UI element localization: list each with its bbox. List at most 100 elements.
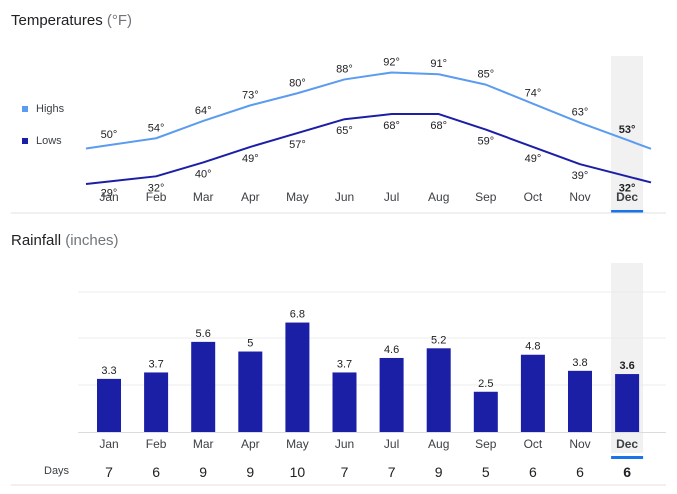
rainfall-month-tick[interactable]: Mar: [193, 437, 214, 451]
temperature-highs-label: 63°: [572, 107, 589, 119]
rainy-days-value: 5: [482, 464, 490, 480]
rainfall-month-tick[interactable]: Apr: [241, 437, 260, 451]
rainfall-bar[interactable]: [520, 354, 545, 432]
rainfall-month-tick[interactable]: Nov: [569, 437, 590, 451]
rainfall-value-label: 3.7: [337, 358, 352, 370]
legend-lows: Lows: [22, 135, 62, 147]
temperature-highs-label: 74°: [525, 88, 542, 100]
rainfall-value-label: 4.6: [384, 344, 399, 356]
temperature-lows-label: 49°: [242, 153, 259, 165]
rainfall-value-label: 3.7: [148, 358, 163, 370]
rainfall-bar[interactable]: [285, 322, 310, 432]
temperature-lows-label: 29°: [101, 188, 118, 200]
rainy-days-label: Days: [44, 465, 70, 477]
rainfall-bar[interactable]: [144, 372, 169, 432]
temperature-lows-label: 59°: [477, 136, 494, 148]
rainfall-value-label: 5.6: [196, 328, 211, 340]
temperature-highs-label: 64°: [195, 105, 212, 117]
temperature-month-tick[interactable]: Aug: [428, 190, 449, 204]
temperature-selected-underline: [611, 210, 644, 213]
temperature-highs-label: 53°: [619, 124, 636, 136]
rainfall-bar[interactable]: [426, 348, 451, 432]
rainfall-value-label: 3.8: [572, 357, 587, 369]
rainy-days-value: 9: [435, 464, 443, 480]
rainfall-value-label: 2.5: [478, 378, 493, 390]
temperature-month-tick[interactable]: Jun: [335, 190, 354, 204]
temperature-lows-label: 68°: [383, 120, 400, 132]
rainfall-bar[interactable]: [615, 374, 640, 432]
rainfall-value-label: 3.6: [619, 360, 634, 372]
temperature-month-tick[interactable]: Jan: [99, 190, 118, 204]
rainfall-bar[interactable]: [97, 378, 121, 432]
rainfall-month-tick[interactable]: Dec: [616, 437, 638, 451]
rainfall-value-label: 5: [247, 338, 253, 350]
rainfall-bar[interactable]: [238, 351, 263, 432]
rainfall-month-tick[interactable]: Oct: [524, 437, 543, 451]
temperature-lows-label: 39°: [572, 170, 589, 182]
temperature-highs-label: 50°: [101, 129, 118, 141]
rainfall-value-label: 5.2: [431, 334, 446, 346]
rainfall-value-label: 4.8: [525, 341, 540, 353]
temperature-lows-label: 32°: [619, 182, 636, 194]
temperature-month-tick[interactable]: May: [286, 190, 309, 204]
rainfall-unit: (inches): [65, 232, 119, 249]
rainfall-bar[interactable]: [568, 370, 592, 432]
legend-highs-label: Highs: [36, 103, 65, 115]
rainy-days-value: 6: [529, 464, 537, 480]
temperature-lows-label: 65°: [336, 125, 353, 137]
rainfall-month-tick[interactable]: Jun: [335, 437, 354, 451]
temperature-month-tick[interactable]: Feb: [146, 190, 167, 204]
rainy-days-value: 9: [199, 464, 207, 480]
temperature-month-tick[interactable]: Dec: [616, 190, 638, 204]
temperature-month-tick[interactable]: Mar: [193, 190, 214, 204]
rainfall-month-tick[interactable]: Jul: [384, 437, 399, 451]
temperature-month-tick[interactable]: Oct: [524, 190, 543, 204]
rainfall-month-tick[interactable]: Jan: [99, 437, 118, 451]
temperature-highs-label: 73°: [242, 89, 259, 101]
rainfall-month-tick[interactable]: May: [286, 437, 309, 451]
rainfall-bar[interactable]: [379, 357, 404, 432]
rainfall-month-tick[interactable]: Sep: [475, 437, 497, 451]
rainfall-value-label: 6.8: [290, 309, 305, 321]
legend-highs: Highs: [22, 103, 64, 115]
lows-swatch-icon: [22, 138, 28, 144]
rainfall-bar[interactable]: [332, 372, 357, 432]
rainfall-selected-underline: [611, 456, 644, 459]
temperature-highs-label: 88°: [336, 63, 353, 75]
temperature-highs-label: 92°: [383, 57, 400, 69]
rainfall-month-tick[interactable]: Aug: [428, 437, 449, 451]
temperature-month-tick[interactable]: Nov: [569, 190, 590, 204]
temperature-lows-label: 49°: [525, 153, 542, 165]
rainfall-bar[interactable]: [473, 391, 498, 432]
rainfall-bar[interactable]: [191, 341, 216, 432]
rainfall-title: Rainfall: [11, 232, 62, 249]
temperature-unit: (°F): [106, 12, 133, 29]
rainy-days-value: 7: [105, 464, 113, 480]
highs-swatch-icon: [22, 106, 28, 112]
temperature-lows-label: 40°: [195, 168, 212, 180]
rainfall-month-tick[interactable]: Feb: [146, 437, 167, 451]
temperature-month-tick[interactable]: Apr: [241, 190, 260, 204]
rainy-days-value: 7: [388, 464, 396, 480]
temperature-highs-label: 91°: [430, 58, 447, 70]
temperature-title: Temperatures: [11, 12, 103, 29]
temperature-month-tick[interactable]: Jul: [384, 190, 399, 204]
temperature-selected-month-highlight: [611, 56, 644, 213]
rainy-days-value: 10: [290, 464, 306, 480]
temperature-lows-label: 68°: [430, 120, 447, 132]
temperature-highs-label: 80°: [289, 77, 306, 89]
temperature-highs-label: 54°: [148, 122, 165, 134]
temperature-lows-label: 32°: [148, 182, 165, 194]
temperature-line-lows: [85, 113, 652, 186]
temperature-month-tick[interactable]: Sep: [475, 190, 497, 204]
rainy-days-value: 6: [623, 464, 631, 480]
temperature-highs-label: 85°: [477, 69, 494, 81]
rainfall-value-label: 3.3: [101, 365, 116, 377]
rainy-days-value: 6: [576, 464, 584, 480]
rainy-days-value: 6: [152, 464, 160, 480]
rainfall-section-title: Rainfall (inches): [11, 232, 119, 249]
legend-lows-label: Lows: [36, 135, 62, 147]
rainy-days-value: 9: [246, 464, 254, 480]
